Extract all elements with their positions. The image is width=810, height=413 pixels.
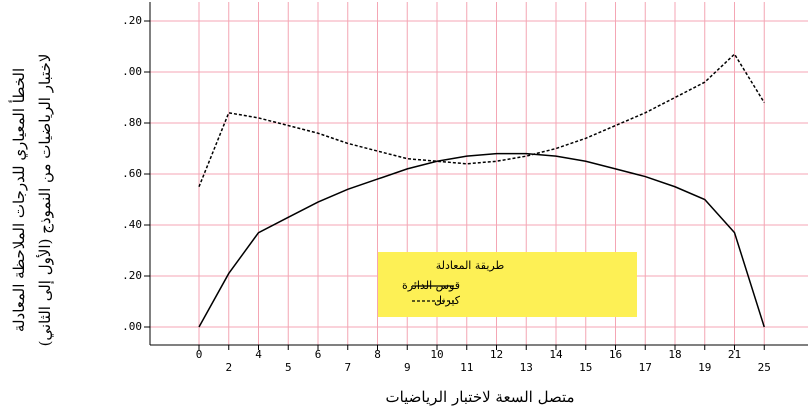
- y-tick-label: .80: [122, 116, 142, 129]
- x-tick-label: 17: [639, 361, 652, 374]
- x-axis-label: متصل السعة لاختبار الرياضيات: [385, 388, 574, 406]
- y-tick-label: .40: [122, 218, 142, 231]
- x-tick-label: 14: [549, 348, 563, 361]
- x-tick-label: 25: [758, 361, 771, 374]
- x-tick-label: 10: [430, 348, 443, 361]
- legend-label: كيرنل: [434, 294, 461, 307]
- x-tick-label: 7: [344, 361, 351, 374]
- x-tick-label: 13: [520, 361, 533, 374]
- legend-title: طريقة المعادلة: [436, 259, 505, 272]
- legend-box: [378, 252, 637, 317]
- x-tick-label: 4: [255, 348, 262, 361]
- x-tick-label: 18: [668, 348, 681, 361]
- x-tick-label: 6: [315, 348, 322, 361]
- y-axis-label: لاختبار الرياضيات من النموذج (الأول إلى …: [36, 54, 54, 347]
- y-tick-label: .00: [122, 65, 142, 78]
- x-tick-label: 0: [196, 348, 203, 361]
- x-tick-label: 19: [698, 361, 711, 374]
- data-line: [198, 52, 765, 188]
- x-tick-label: 21: [728, 348, 741, 361]
- x-tick-label: 16: [609, 348, 622, 361]
- y-tick-label: .60: [122, 167, 142, 180]
- x-tick-label: 12: [490, 348, 503, 361]
- x-tick-label: 5: [285, 361, 292, 374]
- data-line: [198, 152, 765, 328]
- x-tick-label: 8: [374, 348, 381, 361]
- y-tick-label: .00: [122, 320, 142, 333]
- y-tick-label: .20: [122, 14, 142, 27]
- x-tick-label: 15: [579, 361, 592, 374]
- x-tick-label: 9: [404, 361, 411, 374]
- y-tick-label: .20: [122, 269, 142, 282]
- x-tick-label: 2: [225, 361, 232, 374]
- legend-label: قوس الدائرة: [402, 279, 460, 292]
- x-tick-label: 11: [460, 361, 473, 374]
- y-axis-label: الخطأ المعياري للدرجات الملاحظة المعادلة: [9, 68, 28, 332]
